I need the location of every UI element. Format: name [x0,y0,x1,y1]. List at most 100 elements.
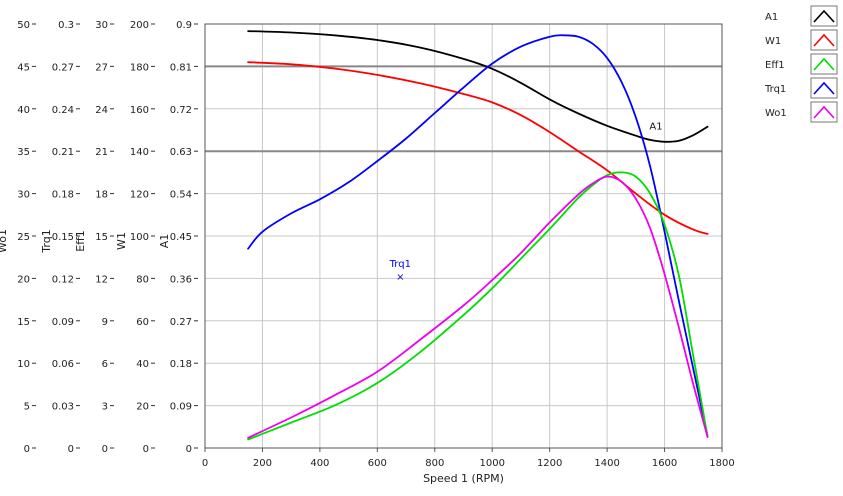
legend-swatch-trq1 [813,81,835,95]
y-tick-label-w1: 160 [130,105,149,116]
y-tick-label-a1: 0.63 [170,147,192,158]
x-tick-label: 1000 [479,458,504,469]
legend-label: Trq1 [764,84,786,95]
legend-swatch-w1 [813,33,835,47]
legend-swatch-box [810,53,838,75]
y-tick-label-wo1: 15 [17,317,30,328]
y-axis-title-trq1: Trq1 [40,229,53,253]
y-tick-label-eff1: 12 [95,274,108,285]
x-tick-label: 600 [368,458,387,469]
legend-label: Eff1 [765,60,785,71]
annotation-label: A1 [649,121,662,132]
y-tick-label-eff1: 9 [102,317,108,328]
series-line-eff1 [247,171,709,441]
x-tick-label: 0 [202,458,208,469]
y-tick-label-trq1: 0 [68,444,74,455]
y-tick-label-wo1: 50 [17,20,30,31]
x-tick-label: 1400 [594,458,619,469]
x-axis-title: Speed 1 (RPM) [423,472,504,485]
y-axis-title-a1: A1 [158,234,171,249]
y-tick-label-w1: 200 [130,20,149,31]
legend-swatch-a1 [813,9,835,23]
legend: A1 W1 Eff1 Trq1 Wo1 [764,5,838,123]
y-tick-label-wo1: 20 [17,274,30,285]
y-tick-label-w1: 0 [143,444,149,455]
y-tick-label-trq1: 0.03 [52,402,74,413]
y-tick-label-a1: 0.09 [170,402,192,413]
legend-label: Wo1 [765,108,787,119]
y-tick-label-w1: 20 [136,402,149,413]
y-tick-label-a1: 0.18 [170,359,192,370]
y-tick-label-wo1: 0 [24,444,30,455]
y-tick-label-w1: 100 [130,232,149,243]
y-tick-label-w1: 140 [130,147,149,158]
y-tick-label-a1: 0.27 [170,317,192,328]
y-tick-label-eff1: 3 [102,402,108,413]
y-tick-label-eff1: 30 [95,20,108,31]
y-tick-label-w1: 120 [130,190,149,201]
y-tick-label-w1: 40 [136,359,149,370]
y-tick-label-eff1: 24 [95,105,108,116]
x-tick-label: 1800 [709,458,734,469]
x-tick-label: 200 [253,458,272,469]
legend-swatch-box [810,101,838,123]
y-tick-label-trq1: 0.27 [52,62,74,73]
series-line-w1 [247,61,709,235]
y-tick-label-wo1: 35 [17,147,30,158]
y-tick-label-a1: 0.72 [170,105,192,116]
x-tick-label: 1600 [652,458,677,469]
y-tick-label-wo1: 30 [17,190,30,201]
y-tick-label-eff1: 27 [95,62,108,73]
annotation-marker: × [396,272,404,283]
series-line-wo1 [247,175,709,439]
y-tick-label-eff1: 21 [95,147,108,158]
x-tick-label: 800 [425,458,444,469]
y-tick-label-a1: 0.81 [170,62,192,73]
y-tick-label-a1: 0.9 [176,20,192,31]
x-axis: 0 200 400 600 800 1000 1200 1400 1600 1800 Speed 1… [202,448,735,485]
plot-border [204,23,723,449]
y-tick-label-a1: 0.45 [170,232,192,243]
y-axis-title-wo1: Wo1 [0,229,9,253]
y-tick-label-trq1: 0.15 [52,232,74,243]
annotation-label: Trq1 [389,259,411,270]
y-tick-label-trq1: 0.21 [52,147,74,158]
y-tick-label-wo1: 10 [17,359,30,370]
legend-label: W1 [765,36,781,47]
y-tick-label-w1: 180 [130,62,149,73]
y-tick-label-wo1: 45 [17,62,30,73]
y-tick-label-a1: 0 [186,444,192,455]
legend-swatch-eff1 [813,57,835,71]
y-axis-title-eff1: Eff1 [74,230,87,252]
y-tick-label-eff1: 0 [102,444,108,455]
legend-swatch-box [810,29,838,51]
y-tick-label-w1: 80 [136,274,149,285]
y-tick-label-w1: 60 [136,317,149,328]
series-line-trq1 [247,34,709,438]
y-tick-label-trq1: 0.3 [58,20,74,31]
legend-swatch-box [810,77,838,99]
y-tick-label-trq1: 0.12 [52,274,74,285]
y-axis-title-w1: W1 [115,232,128,250]
y-tick-label-wo1: 5 [24,402,30,413]
y-tick-label-wo1: 25 [17,232,30,243]
legend-swatch-box [810,5,838,27]
y-tick-label-trq1: 0.18 [52,190,74,201]
y-tick-label-a1: 0.54 [170,190,192,201]
series-line-a1 [247,30,709,143]
left-axes-group: 05101520253035404550Wo100.030.060.090.12… [0,20,198,455]
legend-label: A1 [765,12,778,23]
y-tick-label-wo1: 40 [17,105,30,116]
y-tick-label-eff1: 18 [95,190,108,201]
x-tick-label: 400 [310,458,329,469]
y-tick-label-trq1: 0.09 [52,317,74,328]
legend-swatch-wo1 [813,105,835,119]
plot-area: A1 Trq1 × [204,23,723,449]
y-tick-label-trq1: 0.24 [52,105,74,116]
x-tick-label: 1200 [537,458,562,469]
y-tick-label-a1: 0.36 [170,274,192,285]
y-tick-label-eff1: 15 [95,232,108,243]
y-tick-label-trq1: 0.06 [52,359,74,370]
y-tick-label-eff1: 6 [102,359,108,370]
